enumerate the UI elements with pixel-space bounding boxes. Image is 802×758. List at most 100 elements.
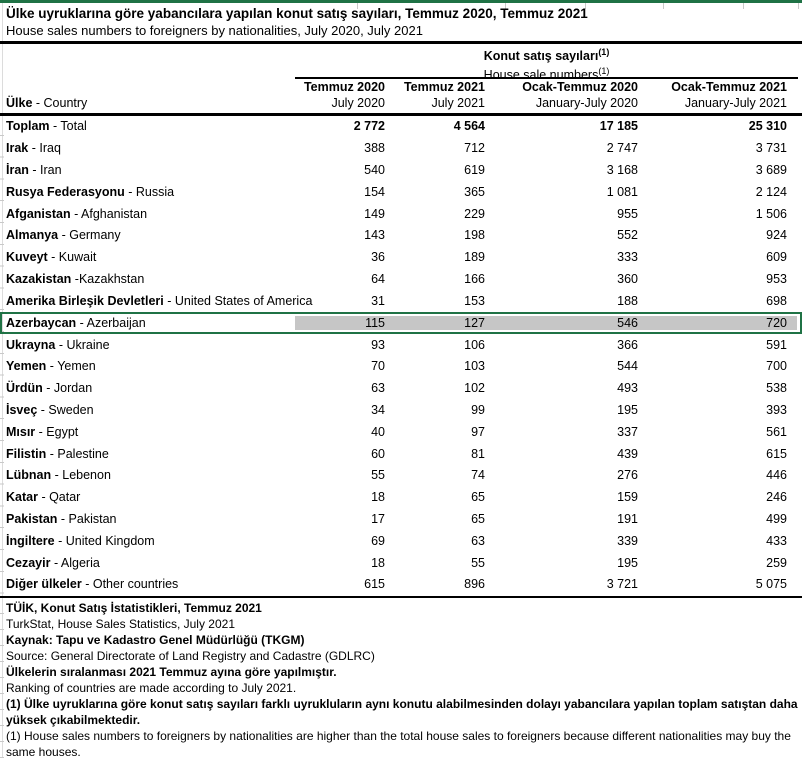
column-header-temmuz-2021: Temmuz 2021 July 2021 [403,80,485,110]
value-jan-july-2021: 3 689 [755,163,787,178]
value-jan-july-2021: 700 [766,359,787,374]
table-row: Amerika Birleşik Devletleri - United Sta… [0,290,802,312]
value-july-2020: 18 [371,490,385,505]
value-july-2020: 388 [364,141,385,156]
value-july-2021: 74 [471,468,485,483]
country-cell: Azerbaycan - Azerbaijan [6,315,146,330]
table-bottom-divider [0,595,802,599]
value-jan-july-2020: 159 [617,490,638,505]
value-july-2021: 365 [464,184,485,199]
value-jan-july-2021: 5 075 [755,577,787,592]
footnote-line: TÜİK, Konut Satış İstatistikleri, Temmuz… [6,601,262,615]
footnote-marker: (1) [598,66,610,77]
table-body: Toplam - Total 2 772 4 564 17 185 25 310… [0,116,802,596]
value-jan-july-2020: 1 081 [606,184,638,199]
value-jan-july-2020: 552 [617,228,638,243]
value-july-2021: 127 [395,315,495,330]
country-cell: Toplam - Total [6,119,87,134]
value-july-2021: 166 [464,272,485,287]
value-jan-july-2020: 546 [495,315,648,330]
value-july-2020: 63 [371,381,385,396]
country-cell: Mısır - Egypt [6,424,79,439]
country-cell: Rusya Federasyonu - Russia [6,184,175,199]
value-july-2021: 65 [471,512,485,527]
column-group-header: Konut satış sayıları(1) House sale numbe… [295,45,798,83]
value-jan-july-2021: 3 731 [755,141,787,156]
value-july-2020: 149 [364,206,385,221]
value-jan-july-2020: 333 [617,250,638,265]
table-row: Yemen - Yemen 70 103 544 700 [0,355,802,377]
grid-tick [357,3,358,9]
value-july-2020: 64 [371,272,385,287]
table-row: Kazakistan -Kazakhstan 64 166 360 953 [0,268,802,290]
country-cell: İsveç - Sweden [6,402,94,417]
footnote-line: Ülkelerin sıralanması 2021 Temmuz ayına … [6,665,337,679]
value-july-2020: 154 [364,184,385,199]
table-row: Cezayir - Algeria 18 55 195 259 [0,552,802,574]
footnote-line: (1) House sales numbers to foreigners by… [6,729,791,758]
value-jan-july-2021: 446 [766,468,787,483]
value-jan-july-2021: 591 [766,337,787,352]
value-jan-july-2021: 2 124 [755,184,787,199]
country-cell: Afganistan - Afghanistan [6,206,148,221]
country-cell: Kazakistan -Kazakhstan [6,272,145,287]
table-row: Mısır - Egypt 40 97 337 561 [0,421,802,443]
value-jan-july-2020: 544 [617,359,638,374]
value-july-2021: 712 [464,141,485,156]
table-row: Lübnan - Lebenon 55 74 276 446 [0,465,802,487]
column-headers: Ülke - Country Temmuz 2020 July 2020 Temm… [0,79,802,112]
table-row: Toplam - Total 2 772 4 564 17 185 25 310 [0,116,802,138]
value-jan-july-2021: 953 [766,272,787,287]
group-header-divider [295,77,798,79]
table-row: Ukrayna - Ukraine 93 106 366 591 [0,334,802,356]
footnote-line: Ranking of countries are made according … [6,681,297,695]
value-july-2020: 70 [371,359,385,374]
grid-tick [798,3,799,9]
group-header-english: House sale numbers(1) [483,66,610,83]
value-july-2020: 540 [364,163,385,178]
value-jan-july-2021: 259 [766,555,787,570]
title-divider [0,41,802,44]
footnote-marker: (1) [598,47,610,57]
country-cell: Ukrayna - Ukraine [6,337,110,352]
grid-tick [663,3,664,9]
table-row: İngiltere - United Kingdom 69 63 339 433 [0,530,802,552]
page-subtitle: House sales numbers to foreigners by nat… [6,23,423,38]
country-cell: Irak - Iraq [6,141,61,156]
value-jan-july-2021: 499 [766,512,787,527]
value-july-2020: 60 [371,446,385,461]
footnote-line: (1) Ülke uyruklarına göre konut satış sa… [6,697,798,727]
spreadsheet-top-green-line [0,0,802,3]
value-july-2021: 106 [464,337,485,352]
country-cell: Pakistan - Pakistan [6,512,117,527]
country-column-header: Ülke - Country [6,96,88,110]
table-row: Almanya - Germany 143 198 552 924 [0,225,802,247]
table-row: Rusya Federasyonu - Russia 154 365 1 081… [0,181,802,203]
value-jan-july-2020: 3 168 [606,163,638,178]
value-jan-july-2020: 493 [617,381,638,396]
row-gridline-stubs [0,114,4,596]
country-cell: İran - Iran [6,163,62,178]
value-jan-july-2020: 195 [617,555,638,570]
value-jan-july-2021: 538 [766,381,787,396]
table-row-highlighted: Azerbaycan - Azerbaijan 115 127 546 720 [0,311,802,334]
value-jan-july-2020: 3 721 [606,577,638,592]
value-july-2020: 55 [371,468,385,483]
grid-tick [743,3,744,9]
value-july-2021: 81 [471,446,485,461]
country-cell: Diğer ülkeler - Other countries [6,577,179,592]
country-cell: Kuveyt - Kuwait [6,250,97,265]
value-july-2020: 615 [364,577,385,592]
value-july-2020: 31 [371,293,385,308]
value-jan-july-2021: 615 [766,446,787,461]
value-jan-july-2020: 188 [617,293,638,308]
country-cell: Ürdün - Jordan [6,381,93,396]
value-july-2021: 102 [464,381,485,396]
value-jan-july-2020: 276 [617,468,638,483]
value-july-2020: 2 772 [353,119,385,134]
country-cell: İngiltere - United Kingdom [6,533,155,548]
value-july-2021: 4 564 [453,119,485,134]
table-row: Irak - Iraq 388 712 2 747 3 731 [0,137,802,159]
country-cell: Filistin - Palestine [6,446,109,461]
value-jan-july-2021: 924 [766,228,787,243]
